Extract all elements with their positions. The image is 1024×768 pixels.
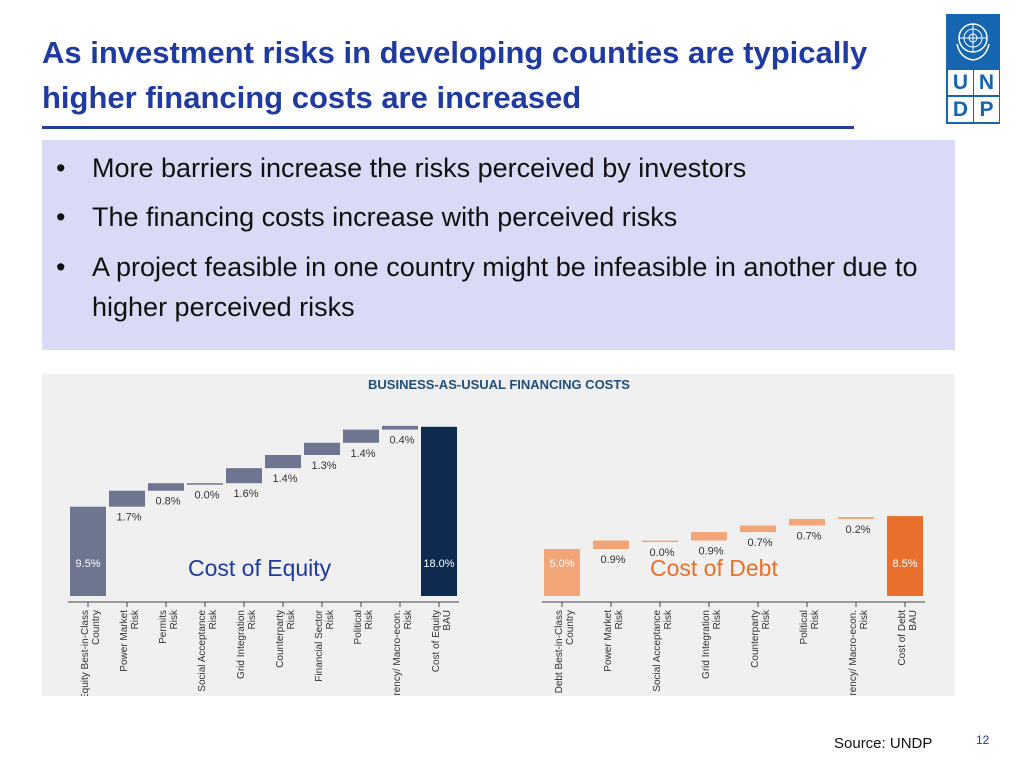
data-label: 18.0% <box>423 558 454 570</box>
chart-bar <box>789 518 825 526</box>
data-label: 0.0% <box>194 490 219 502</box>
page-number: 12 <box>976 733 990 747</box>
bullet-text: A project feasible in one country might … <box>92 252 918 322</box>
chart-bar <box>421 426 457 596</box>
category-label: Cost of Equity Best-in-ClassCountry <box>80 610 102 696</box>
source-note: Source: UNDP <box>834 735 933 752</box>
data-label: 1.3% <box>311 460 336 472</box>
data-label: 0.4% <box>389 435 414 447</box>
category-label: CounterpartyRisk <box>750 609 772 668</box>
category-label: Cost of EquityBAU <box>431 610 453 672</box>
category-label: Grid IntegrationRisk <box>236 609 258 679</box>
logo-letter-u: U <box>948 70 973 95</box>
bullet-box: • More barriers increase the risks perce… <box>42 140 955 350</box>
un-emblem-icon <box>956 23 990 61</box>
data-label: 0.2% <box>845 524 870 536</box>
slide-title: As investment risks in developing counti… <box>42 35 868 115</box>
category-label: Social AcceptanceRisk <box>652 609 674 692</box>
undp-logo: U N D P <box>946 14 1000 124</box>
category-label: Currency/ Macro-econ.Risk <box>848 609 870 696</box>
chart-bar <box>887 516 923 596</box>
cost-of-equity-label: Cost of Equity <box>188 555 332 581</box>
chart-bar <box>343 429 379 443</box>
logo-letter-n: N <box>974 70 999 95</box>
data-label: 0.9% <box>600 554 625 566</box>
category-label: Grid IntegrationRisk <box>701 609 723 679</box>
chart-bar <box>382 425 418 430</box>
chart-bar <box>187 483 223 485</box>
bullet-dot-icon: • <box>56 252 66 282</box>
chart-bar <box>304 442 340 455</box>
data-label: 0.7% <box>796 531 821 543</box>
data-label: 1.4% <box>272 473 297 485</box>
financing-costs-chart-panel: 9.5% Cost of Equity Best-in-ClassCountry 1… <box>42 374 955 696</box>
data-label: 8.5% <box>892 558 917 570</box>
chart-bar <box>226 468 262 484</box>
data-label: 0.7% <box>747 537 772 549</box>
chart-bar <box>838 517 874 519</box>
data-label: 1.4% <box>350 448 375 460</box>
title-underline <box>42 126 854 129</box>
data-label: 0.9% <box>698 546 723 558</box>
data-label: 5.0% <box>549 558 574 570</box>
bullet-item: • The financing costs increase with perc… <box>56 197 932 237</box>
chart-title: BUSINESS-AS-USUAL FINANCING COSTS <box>368 377 630 392</box>
logo-letter-p: P <box>974 97 999 122</box>
bullet-dot-icon: • <box>56 202 66 232</box>
data-label: 9.5% <box>75 558 100 570</box>
bullet-text: The financing costs increase with percei… <box>92 202 678 232</box>
chart-bar <box>740 525 776 533</box>
chart-bar <box>148 483 184 491</box>
chart-bar <box>544 549 580 596</box>
cost-of-debt-label: Cost of Debt <box>650 555 778 581</box>
data-label: 1.6% <box>233 488 258 500</box>
chart-bar <box>691 532 727 541</box>
financing-costs-charts: 9.5% Cost of Equity Best-in-ClassCountry 1… <box>68 377 925 696</box>
category-label: Social AcceptanceRisk <box>197 609 219 692</box>
data-label: 0.0% <box>649 547 674 559</box>
bullet-text: More barriers increase the risks perceiv… <box>92 153 747 183</box>
chart-bar <box>265 455 301 469</box>
category-label: PermitsRisk <box>158 609 180 644</box>
category-label: Cost of DebtBAU <box>897 610 919 666</box>
chart-bar <box>593 540 629 549</box>
category-label: Power MarketRisk <box>119 609 141 672</box>
category-label: Currency/ Macro-econ.Risk <box>392 609 414 696</box>
category-label: PoliticalRisk <box>799 609 821 644</box>
chart-bar <box>642 540 678 543</box>
bullet-item: • A project feasible in one country migh… <box>56 247 932 327</box>
bullet-dot-icon: • <box>56 153 66 183</box>
category-label: Financial SectorRisk <box>314 609 336 682</box>
data-label: 0.8% <box>155 496 180 508</box>
category-label: Power MarketRisk <box>603 609 625 672</box>
bullet-item: • More barriers increase the risks perce… <box>56 148 932 188</box>
category-label: PoliticalRisk <box>353 609 375 644</box>
logo-letter-d: D <box>948 97 973 122</box>
category-label: Cost of Debt Best-in-ClassCountry <box>554 610 576 696</box>
category-label: CounterpartyRisk <box>275 609 297 668</box>
chart-bar <box>70 506 106 596</box>
data-label: 1.7% <box>116 512 141 524</box>
chart-bar <box>109 490 145 507</box>
